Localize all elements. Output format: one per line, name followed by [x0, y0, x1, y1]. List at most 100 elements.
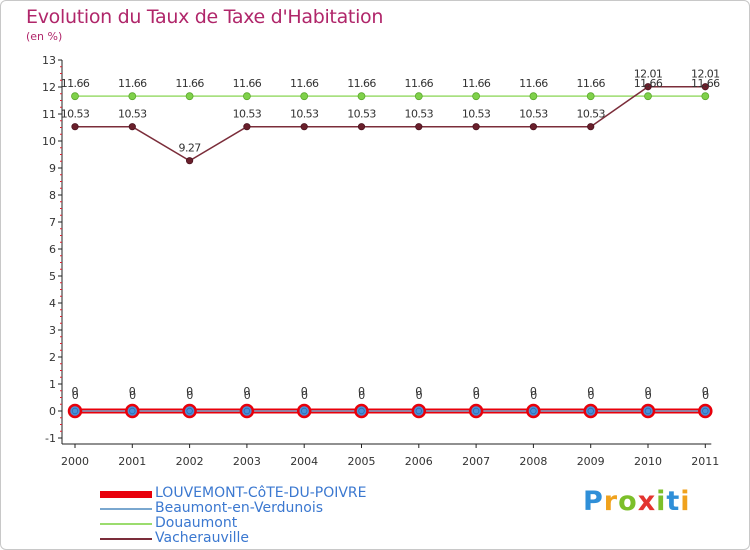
proxiti-logo: Proxiti: [583, 486, 691, 517]
y-tick-label: 5: [49, 270, 56, 283]
data-point: [644, 83, 652, 91]
y-tick-label: 6: [49, 243, 56, 256]
data-point: [415, 123, 423, 131]
data-point: [530, 407, 537, 415]
x-tick-label: 2003: [233, 455, 261, 468]
y-tick-label: 8: [49, 189, 56, 202]
data-label: 11.66: [519, 77, 548, 90]
data-point: [644, 407, 652, 415]
logo-letter: t: [666, 486, 681, 517]
data-point: [529, 92, 538, 101]
data-label: 10.53: [462, 108, 491, 121]
data-label: 0: [186, 385, 193, 398]
data-point: [186, 407, 193, 415]
y-tick-label: 4: [49, 297, 56, 310]
data-label: 0: [473, 389, 480, 402]
x-tick-label: 2011: [691, 455, 719, 468]
data-point: [358, 407, 365, 415]
x-tick-label: 2008: [519, 455, 547, 468]
logo-letter: x: [637, 486, 657, 517]
data-label: 11.66: [61, 77, 90, 90]
data-point: [414, 92, 423, 101]
data-label: 11.66: [118, 77, 147, 90]
data-point: [587, 123, 595, 131]
logo-letter: o: [618, 486, 638, 517]
data-point: [701, 83, 709, 91]
data-label: 11.66: [634, 77, 663, 90]
data-point: [71, 407, 79, 415]
x-tick-label: 2000: [61, 455, 89, 468]
data-label: 10.53: [61, 108, 90, 121]
y-tick-label: 10: [42, 135, 56, 148]
data-label: 10.53: [347, 108, 376, 121]
data-label: 0: [645, 389, 652, 402]
data-label: 10.53: [290, 108, 319, 121]
data-label: 0: [587, 385, 594, 398]
data-point: [300, 123, 308, 131]
x-tick-label: 2006: [405, 455, 433, 468]
data-label: 10.53: [118, 108, 147, 121]
legend-label: Douaumont: [155, 515, 238, 531]
data-point: [702, 407, 709, 415]
x-tick-label: 2002: [176, 455, 204, 468]
data-point: [186, 157, 194, 165]
data-label: 0: [530, 389, 537, 402]
data-point: [301, 407, 308, 415]
data-label: 0: [358, 389, 365, 402]
y-tick-label: 2: [49, 351, 56, 364]
data-label: 0: [415, 385, 422, 398]
data-label: 0: [587, 389, 594, 402]
logo-letter: i: [680, 486, 691, 517]
data-point: [529, 123, 538, 131]
y-tick-label: 9: [49, 162, 56, 175]
data-label: 0: [358, 385, 365, 398]
data-point: [129, 407, 136, 415]
x-tick-label: 2005: [348, 455, 376, 468]
data-point: [71, 123, 79, 131]
data-label: 0: [243, 385, 250, 398]
data-label: 0: [301, 389, 308, 402]
data-label: 0: [702, 389, 709, 402]
data-point: [586, 92, 595, 101]
legend-swatch: [100, 490, 152, 498]
x-tick-label: 2009: [577, 455, 605, 468]
data-point: [587, 407, 594, 415]
legend-label: LOUVEMONT-CôTE-DU-POIVRE: [155, 485, 367, 501]
data-label: 12.01: [691, 68, 720, 81]
y-tick-label: 12: [42, 81, 56, 94]
data-label: 10.53: [519, 108, 548, 121]
data-point: [128, 92, 137, 101]
data-point: [472, 123, 480, 131]
data-label: 0: [473, 385, 480, 398]
data-label: 0: [530, 385, 537, 398]
data-label: 0: [301, 385, 308, 398]
data-point: [185, 92, 194, 101]
data-label: 12.01: [634, 68, 663, 81]
legend-swatch: [100, 538, 152, 540]
y-tick-label: -1: [45, 432, 56, 445]
data-point: [71, 92, 79, 101]
data-label: 0: [72, 389, 79, 402]
y-tick-label: 1: [49, 378, 56, 391]
data-label: 0: [244, 389, 251, 402]
data-point: [472, 407, 480, 415]
data-point: [243, 407, 251, 415]
chart-unit-label: (en %): [26, 30, 63, 43]
chart-title: Evolution du Taux de Taxe d'Habitation: [26, 6, 384, 28]
y-tick-label: 11: [42, 108, 56, 121]
data-label: 10.53: [405, 108, 434, 121]
data-label: 9.27: [179, 142, 202, 155]
data-label: 10.53: [576, 108, 605, 121]
logo-letter: r: [603, 486, 619, 517]
data-point: [644, 92, 652, 101]
y-tick-label: 0: [49, 405, 56, 418]
data-label: 11.66: [405, 77, 434, 90]
legend-swatch: [100, 508, 152, 510]
logo-letter: P: [583, 486, 604, 517]
series-line: [75, 85, 706, 162]
data-point: [243, 123, 251, 131]
data-label: 11.66: [576, 77, 605, 90]
data-label: 11.66: [462, 77, 491, 90]
x-tick-label: 2007: [462, 455, 490, 468]
